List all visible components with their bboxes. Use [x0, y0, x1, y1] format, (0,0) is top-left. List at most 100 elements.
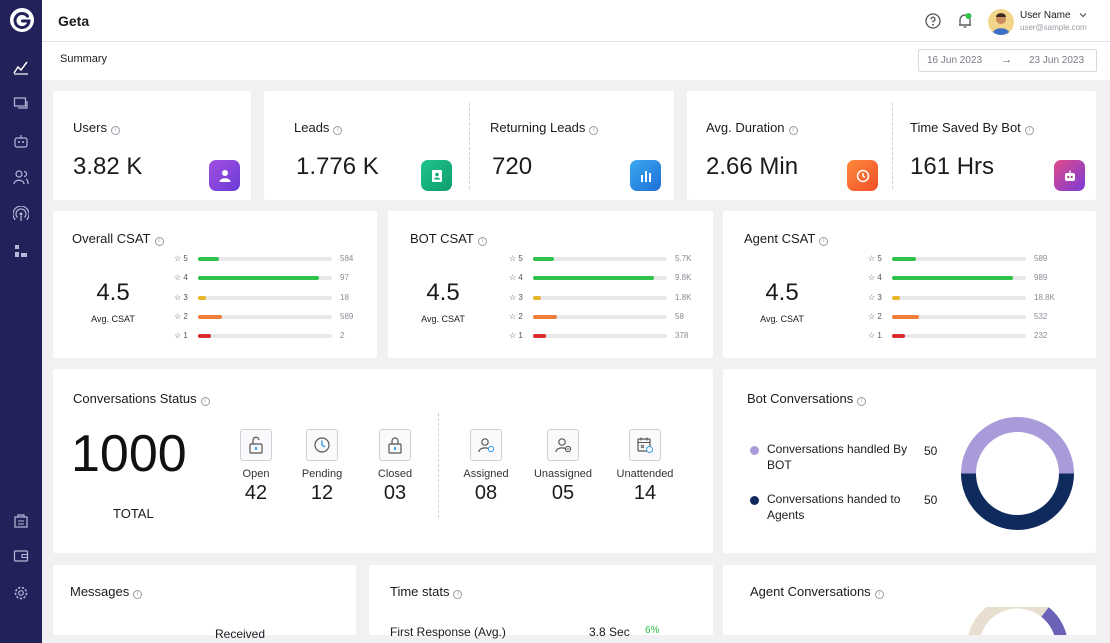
total-conversations-value: 1000	[71, 425, 187, 483]
geta-logo-icon[interactable]	[9, 7, 35, 33]
info-icon[interactable]: i	[589, 126, 599, 135]
csat-bar-track	[533, 334, 667, 339]
csat-score: 4.5	[96, 279, 130, 306]
csat-subtitle: Avg. CSAT	[91, 314, 135, 324]
settings-icon[interactable]	[12, 584, 30, 602]
bar-chart-icon	[630, 160, 661, 191]
csat-bar-fill	[533, 257, 555, 261]
legend-dot-agents	[750, 496, 759, 505]
time-row-label: First Response (Avg.)	[390, 625, 506, 639]
donut-slice-agents[interactable]	[961, 473, 1074, 530]
status-unassigned[interactable]: Unassigned 05	[528, 429, 598, 505]
csat-bar-track	[198, 314, 332, 319]
info-icon[interactable]: i	[154, 237, 164, 246]
info-icon[interactable]: i	[477, 237, 487, 246]
bot-conversations-title: Bot Conversations i	[747, 391, 867, 406]
divider	[469, 103, 470, 189]
users-icon[interactable]	[12, 168, 30, 186]
info-icon[interactable]: i	[200, 397, 210, 406]
csat-bar-track	[198, 334, 332, 339]
divider	[438, 413, 439, 518]
status-value: 14	[633, 482, 657, 504]
info-icon[interactable]: i	[788, 126, 798, 135]
user-name[interactable]: User Name	[1020, 10, 1071, 21]
csat-bar-fill	[892, 314, 919, 319]
messages-title: Messages i	[70, 584, 143, 599]
bot-conversations-donut[interactable]	[960, 416, 1075, 531]
csat-bar-fill	[533, 334, 547, 339]
overall-csat-card: Overall CSAT i 4.5 Avg. CSAT ☆ 5 584 ☆ 4 97 ☆…	[53, 211, 377, 358]
csat-bar-track	[892, 295, 1026, 300]
status-assigned[interactable]: Assigned 08	[451, 429, 521, 505]
agent-conversations-title: Agent Conversations i	[750, 584, 884, 599]
donut-slice-bot[interactable]	[961, 417, 1074, 474]
time-row-delta: 6%	[645, 625, 660, 636]
messages-received-label: Received	[215, 627, 266, 641]
csat-count: 18.8K	[1034, 292, 1055, 302]
date-to[interactable]: 23 Jun 2023	[1029, 55, 1085, 66]
csat-bar-track	[892, 334, 1026, 339]
status-label: Open	[242, 468, 270, 480]
integrations-icon[interactable]	[12, 242, 30, 260]
clock-icon	[306, 429, 338, 461]
time-saved-value: 161 Hrs	[910, 153, 995, 180]
total-label: TOTAL	[113, 506, 154, 521]
info-icon[interactable]: i	[857, 397, 867, 406]
leads-title: Leads i	[294, 120, 343, 135]
time-saved-title: Time Saved By Bot i	[910, 120, 1034, 135]
csat-bar-track	[198, 276, 332, 281]
analytics-icon[interactable]	[12, 58, 30, 76]
wallet-icon[interactable]	[12, 547, 30, 565]
star-icon: ☆ 3	[509, 292, 523, 302]
status-unattended[interactable]: Unattended 14	[610, 429, 680, 505]
chevron-down-icon[interactable]	[1078, 10, 1088, 20]
status-value: 05	[551, 482, 575, 504]
star-icon: ☆ 4	[174, 273, 188, 283]
info-icon[interactable]: i	[453, 590, 463, 599]
avatar[interactable]	[988, 9, 1014, 35]
csat-subtitle: Avg. CSAT	[421, 314, 465, 324]
info-icon[interactable]: i	[133, 590, 143, 599]
csat-count: 589	[340, 311, 354, 321]
info-icon[interactable]: i	[110, 126, 120, 135]
legend-value: 50	[924, 493, 938, 507]
users-value: 3.82 K	[73, 153, 143, 180]
info-icon[interactable]: i	[874, 590, 884, 599]
unlock-icon	[240, 429, 272, 461]
csat-row: ☆ 2 532	[868, 312, 1068, 322]
csat-row: ☆ 2 58	[509, 312, 709, 322]
help-icon[interactable]	[924, 12, 942, 30]
star-icon: ☆ 2	[174, 311, 188, 321]
csat-count: 5.7K	[675, 254, 692, 263]
date-from[interactable]: 16 Jun 2023	[927, 55, 983, 66]
csat-bar-track	[892, 314, 1026, 319]
top-header: Geta User Name user@sample.com	[42, 0, 1110, 42]
app-title: Geta	[58, 13, 90, 29]
star-icon: ☆ 4	[868, 273, 882, 283]
broadcast-icon[interactable]	[12, 205, 30, 223]
csat-row: ☆ 4 9.8K	[509, 273, 709, 283]
star-icon: ☆ 4	[509, 273, 523, 283]
returning-leads-value: 720	[492, 153, 533, 180]
chat-icon[interactable]	[12, 95, 30, 113]
info-icon[interactable]: i	[1024, 126, 1034, 135]
notification-bell-icon[interactable]	[956, 12, 974, 30]
status-label: Pending	[301, 468, 343, 480]
star-icon: ☆ 1	[868, 331, 882, 341]
date-range-picker[interactable]: 16 Jun 2023 → 23 Jun 2023	[918, 49, 1097, 72]
csat-bar-fill	[198, 314, 223, 319]
page-title: Summary	[60, 53, 108, 65]
status-label: Assigned	[463, 468, 509, 480]
csat-row: ☆ 2 589	[174, 312, 374, 322]
status-open[interactable]: Open 42	[221, 429, 291, 505]
csat-bar-fill	[533, 314, 558, 319]
info-icon[interactable]: i	[819, 237, 829, 246]
csat-row: ☆ 5 5.7K	[509, 254, 709, 264]
csat-bar-fill	[892, 295, 901, 300]
csat-row: ☆ 1 2	[174, 331, 374, 341]
info-icon[interactable]: i	[333, 126, 343, 135]
status-pending[interactable]: Pending 12	[287, 429, 357, 505]
status-closed[interactable]: Closed 03	[360, 429, 430, 505]
bot-icon[interactable]	[12, 132, 30, 150]
store-icon[interactable]	[12, 511, 30, 529]
